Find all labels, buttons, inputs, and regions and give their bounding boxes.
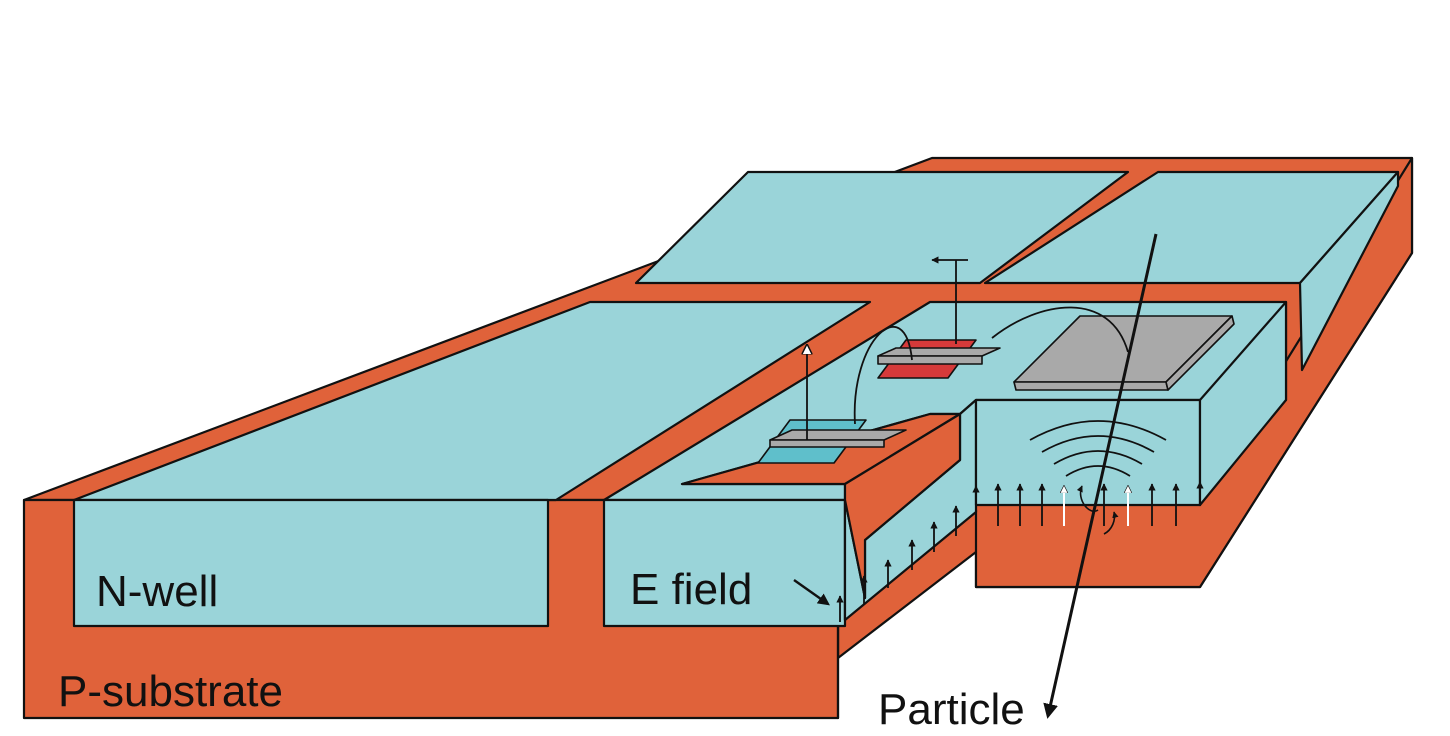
wave-arc-2 — [1041, 435, 1155, 453]
efield-label: E field — [630, 565, 752, 614]
nmos-gate — [769, 429, 907, 441]
wire-pmos-electrode — [991, 306, 1129, 353]
electrode-pad-edge — [1013, 381, 1169, 391]
particle-track — [1043, 233, 1158, 719]
pwell-region-wall — [843, 412, 962, 600]
particle-label: Particle — [878, 685, 1025, 734]
carrier-curl — [1103, 511, 1119, 535]
wave-arc-4 — [1065, 465, 1131, 477]
collection-electrode — [1013, 315, 1235, 391]
nmos-gate-edge — [769, 439, 885, 448]
efield-pointer-arrow — [793, 579, 830, 606]
pmos-gate — [877, 347, 1001, 357]
wave-arc-1 — [1029, 420, 1167, 441]
efield-arrows — [836, 481, 1204, 622]
electrode-pad-side — [1165, 315, 1235, 391]
carrier-paths — [1076, 485, 1119, 535]
wave-arc-3 — [1053, 450, 1143, 465]
wire-nmos-pmos — [853, 326, 913, 425]
carrier-curl — [1076, 485, 1099, 513]
nmos-transistor — [757, 419, 907, 464]
nwell-left-front — [72, 498, 550, 628]
nwell-back-left — [634, 170, 1130, 285]
nwell-label: N-well — [96, 567, 218, 616]
carrier-arrows — [1064, 486, 1128, 526]
pmos-gate-edge — [877, 355, 983, 365]
pmos-transistor — [877, 339, 1001, 379]
interconnects — [807, 256, 1129, 440]
signal-wave — [1029, 420, 1167, 477]
nwell-right-block-side — [1198, 300, 1288, 507]
nwell-back-right-side — [1298, 170, 1400, 372]
substrate-label: P-substrate — [58, 667, 283, 716]
nwell-pixel-front — [602, 498, 847, 628]
